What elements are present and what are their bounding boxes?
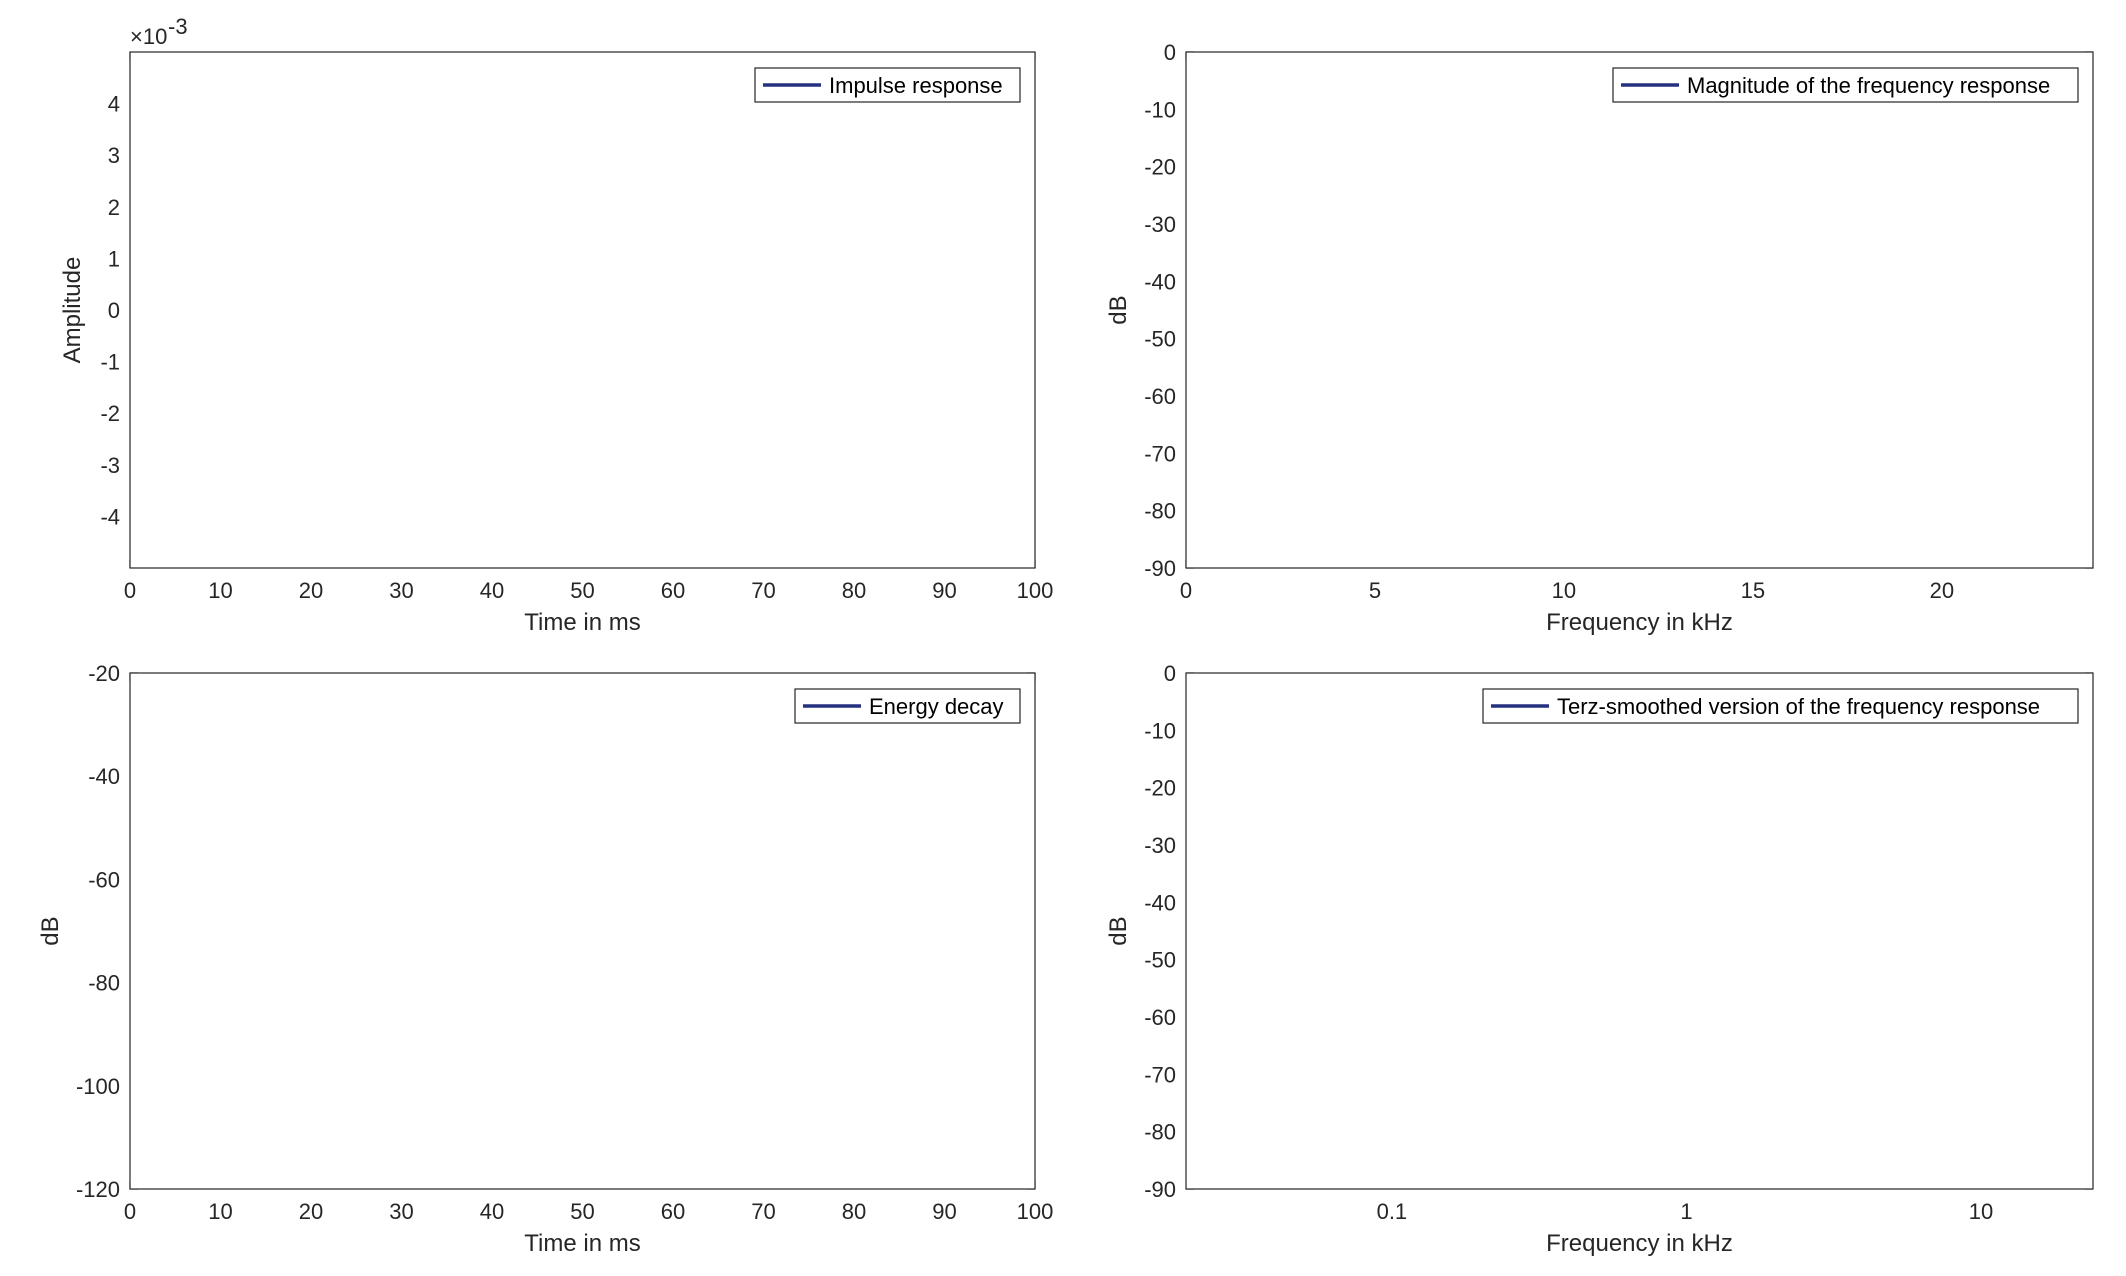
- plot-frame: [129, 51, 1036, 569]
- y-tick-label: -1: [100, 350, 120, 375]
- legend: Terz-smoothed version of the frequency r…: [1482, 688, 2079, 724]
- legend-box: [1482, 688, 2079, 724]
- x-tick-label: 0: [1180, 578, 1192, 603]
- y-tick-label: 0: [1164, 40, 1176, 65]
- y-tick-label: -20: [1144, 776, 1176, 801]
- y-tick-label: 4: [108, 92, 120, 117]
- x-tick-label: 10: [208, 1199, 232, 1224]
- energy-decay-panel: 0 10 20 30 40 50 60 70 80 90 100 -20 -40 -60 -80 -100 -1…: [37, 661, 1053, 1257]
- x-axis-label: Time in ms: [524, 609, 640, 636]
- x-tick-label: 30: [389, 578, 413, 603]
- x-tick-label: 0: [124, 1199, 136, 1224]
- x-tick-label: 20: [299, 1199, 323, 1224]
- y-tick-label: -50: [1144, 948, 1176, 973]
- legend: Energy decay: [794, 688, 1021, 724]
- frequency-magnitude-panel: 0 5 10 15 20 0 -10 -20 -30 -40 -50 -60 -70 -80 -90 Freq…: [1105, 40, 2094, 636]
- x-tick-label: 40: [480, 578, 504, 603]
- y-axis-label: dB: [1105, 295, 1132, 324]
- x-axis-label: Frequency in kHz: [1546, 609, 1733, 636]
- x-tick-label: 50: [570, 1199, 594, 1224]
- plot-frame: [129, 672, 1036, 1190]
- plot-frame: [1185, 51, 2094, 569]
- x-tick-label: 50: [570, 578, 594, 603]
- y-tick-label: -10: [1144, 97, 1176, 122]
- x-tick-label: 20: [1930, 578, 1954, 603]
- y-tick-label: -10: [1144, 718, 1176, 743]
- y-tick-label: -30: [1144, 833, 1176, 858]
- y-tick-label: -4: [100, 504, 120, 529]
- x-axis-label: Frequency in kHz: [1546, 1230, 1733, 1257]
- y-tick-label: -60: [88, 867, 120, 892]
- legend-label: Energy decay: [869, 694, 1004, 719]
- exponent-power: -3: [168, 14, 188, 39]
- y-tick-label: -30: [1144, 212, 1176, 237]
- x-tick-label: 0: [124, 578, 136, 603]
- y-axis-label: dB: [1105, 916, 1132, 945]
- legend-label: Impulse response: [829, 73, 1003, 98]
- y-axis-label: Amplitude: [59, 257, 86, 364]
- y-tick-label: -80: [88, 971, 120, 996]
- y-tick-label: -80: [1144, 1120, 1176, 1145]
- y-tick-label: -120: [76, 1177, 120, 1202]
- x-tick-label: 1: [1680, 1199, 1692, 1224]
- x-tick-label: 80: [842, 578, 866, 603]
- x-tick-label: 60: [661, 578, 685, 603]
- y-tick-label: -40: [88, 764, 120, 789]
- x-tick-label: 20: [299, 578, 323, 603]
- y-tick-label: -60: [1144, 384, 1176, 409]
- x-tick-label: 70: [751, 1199, 775, 1224]
- x-tick-label: 10: [208, 578, 232, 603]
- y-tick-label: -40: [1144, 890, 1176, 915]
- terz-smoothed-panel: 0.1 1 10 0 -10 -20 -30 -40 -50 -60 -70 -80 -90 Freque…: [1105, 661, 2094, 1257]
- x-tick-label: 60: [661, 1199, 685, 1224]
- y-tick-label: -40: [1144, 269, 1176, 294]
- legend: Magnitude of the frequency response: [1612, 67, 2079, 103]
- impulse-response-panel: 0 10 20 30 40 50 60 70 80 90 100 -4 -3 -2 -1 0 1 2 3 4 Time …: [59, 14, 1053, 636]
- y-tick-label: -100: [76, 1074, 120, 1099]
- x-tick-label: 10: [1969, 1199, 1993, 1224]
- x-tick-label: 100: [1017, 578, 1054, 603]
- exponent-label: ×10: [130, 24, 167, 49]
- legend-label: Terz-smoothed version of the frequency r…: [1557, 694, 2040, 719]
- x-tick-label: 90: [932, 578, 956, 603]
- y-axis-label: dB: [37, 916, 64, 945]
- x-axis-label: Time in ms: [524, 1230, 640, 1257]
- x-tick-label: 70: [751, 578, 775, 603]
- y-tick-label: 2: [108, 195, 120, 220]
- x-tick-label: 10: [1552, 578, 1576, 603]
- legend-box: [1612, 67, 2079, 103]
- y-tick-label: -70: [1144, 441, 1176, 466]
- y-tick-label: -90: [1144, 1177, 1176, 1202]
- legend: Impulse response: [754, 67, 1021, 103]
- y-tick-label: -20: [1144, 155, 1176, 180]
- x-tick-label: 100: [1017, 1199, 1054, 1224]
- y-tick-label: -60: [1144, 1005, 1176, 1030]
- y-tick-label: -20: [88, 661, 120, 686]
- x-tick-label: 30: [389, 1199, 413, 1224]
- legend-label: Magnitude of the frequency response: [1687, 73, 2050, 98]
- y-tick-label: -50: [1144, 327, 1176, 352]
- y-tick-label: -80: [1144, 499, 1176, 524]
- x-tick-label: 15: [1741, 578, 1765, 603]
- y-tick-label: 1: [108, 246, 120, 271]
- y-tick-label: -90: [1144, 556, 1176, 581]
- y-tick-label: -3: [100, 453, 120, 478]
- y-tick-label: 0: [108, 298, 120, 323]
- y-tick-label: -2: [100, 401, 120, 426]
- x-tick-label: 5: [1369, 578, 1381, 603]
- plot-frame: [1185, 672, 2094, 1190]
- x-tick-label: 90: [932, 1199, 956, 1224]
- x-tick-label: 80: [842, 1199, 866, 1224]
- y-tick-label: 0: [1164, 661, 1176, 686]
- x-tick-label: 0.1: [1377, 1199, 1408, 1224]
- y-tick-label: 3: [108, 143, 120, 168]
- y-tick-label: -70: [1144, 1062, 1176, 1087]
- x-tick-label: 40: [480, 1199, 504, 1224]
